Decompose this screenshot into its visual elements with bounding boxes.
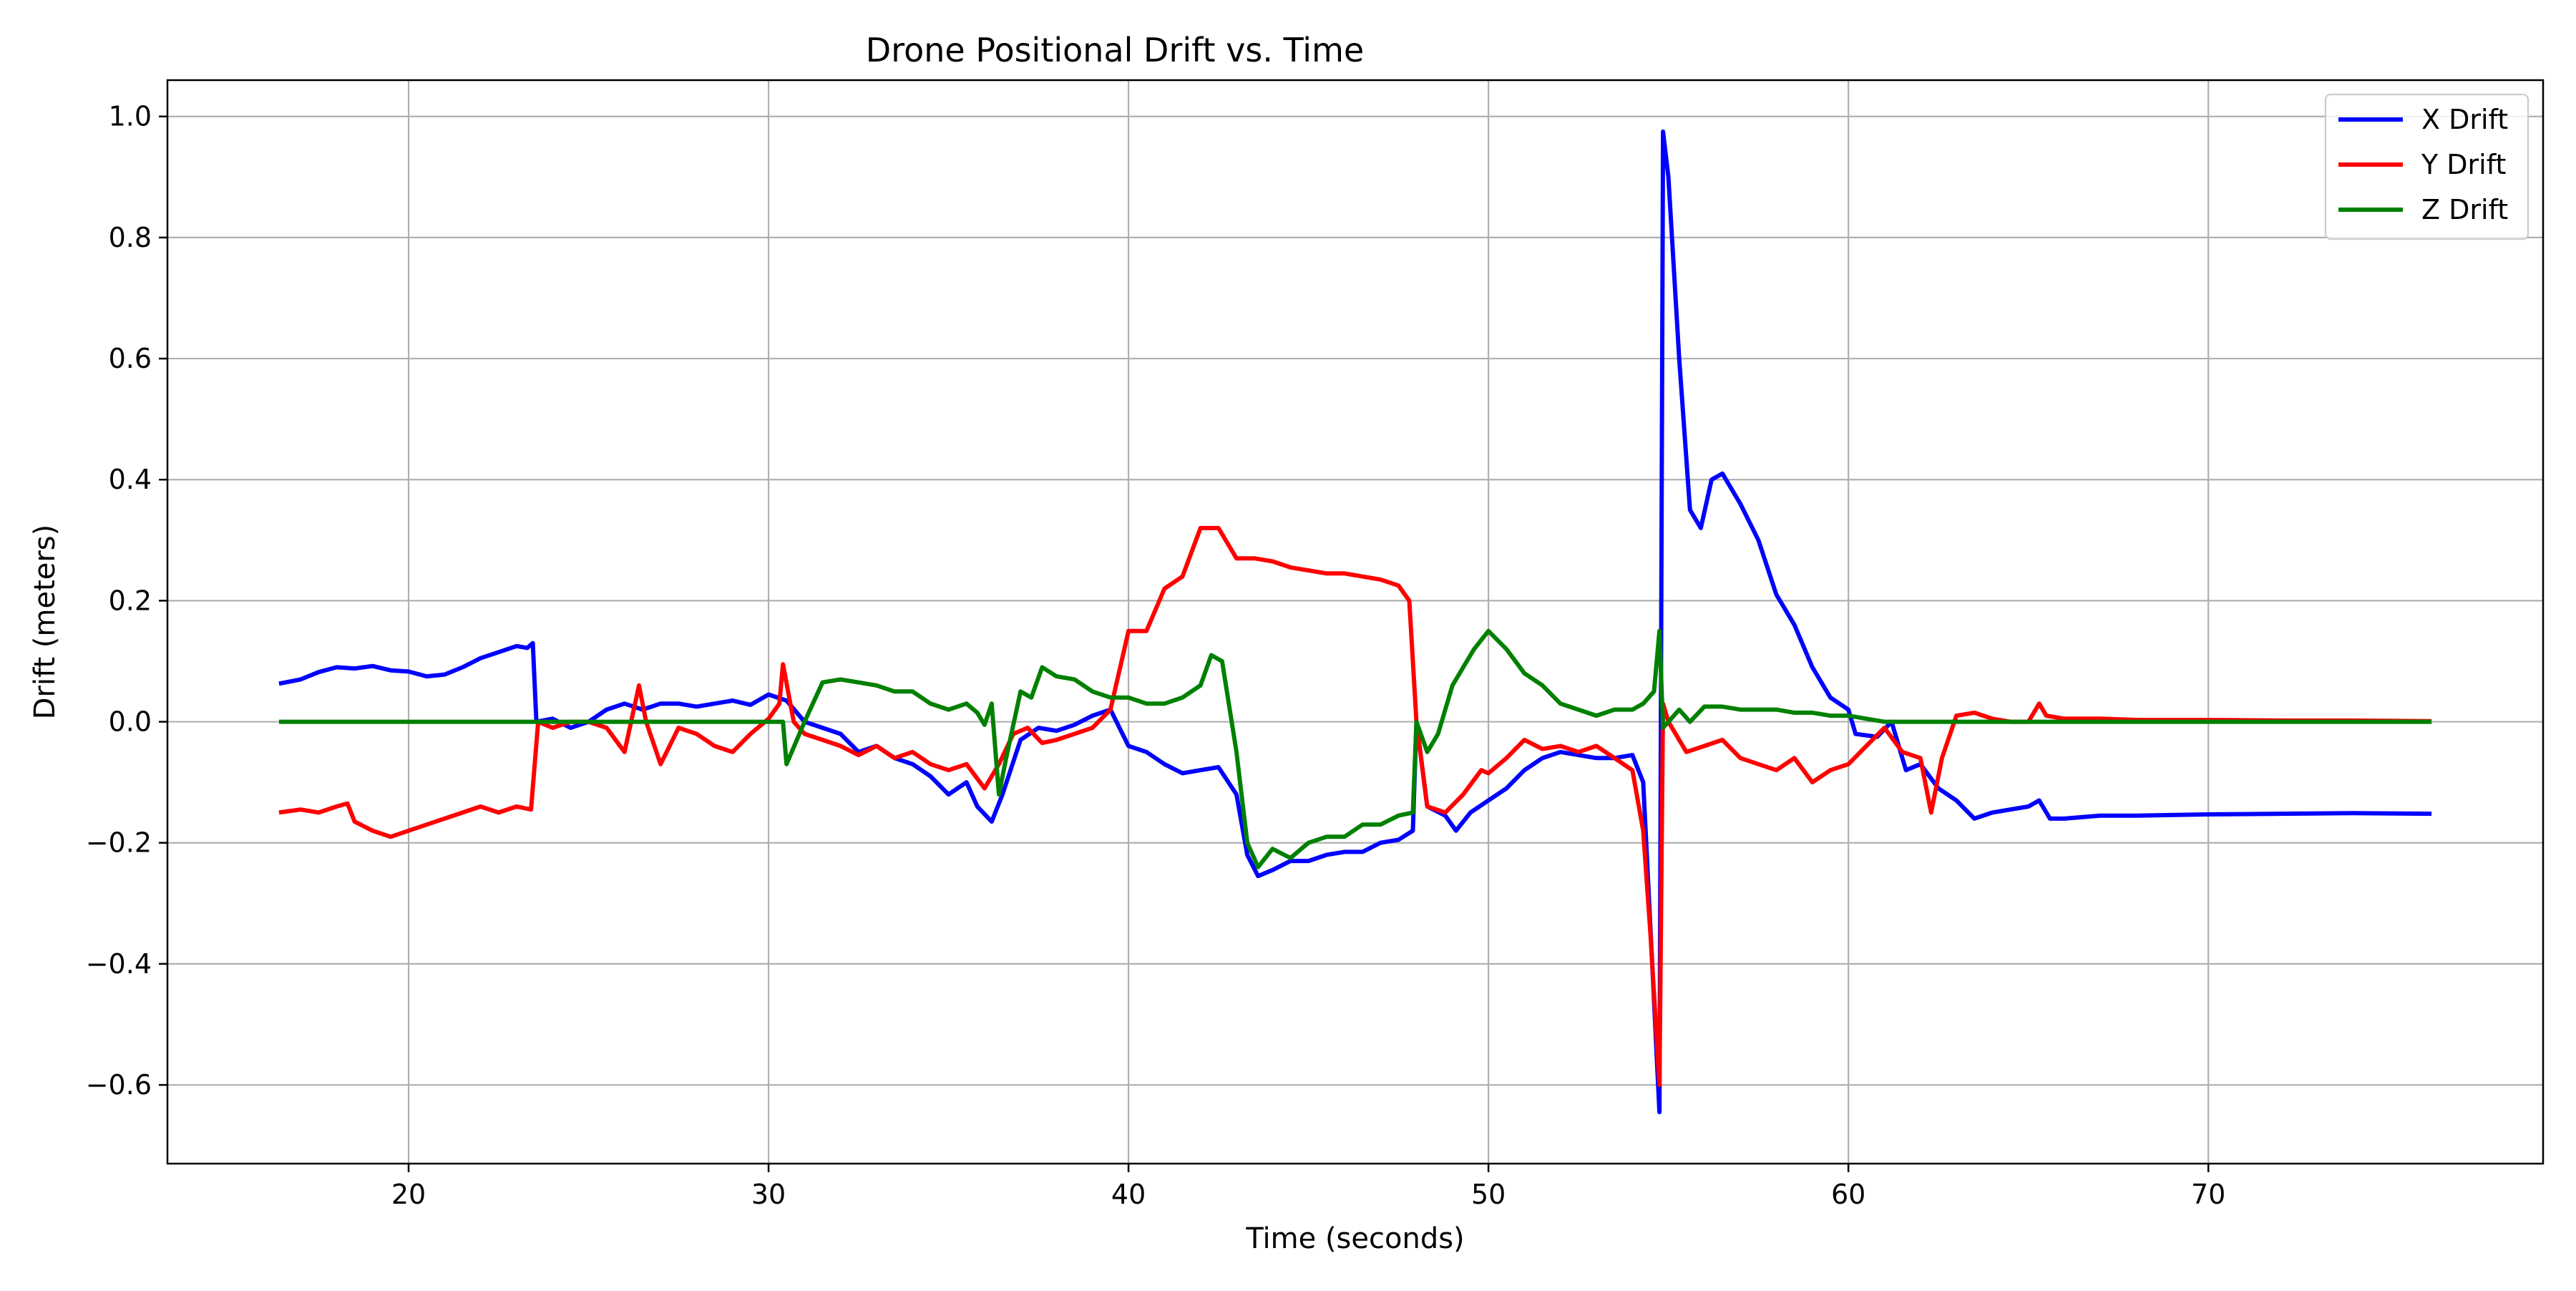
legend-box: [2324, 93, 2529, 240]
axis-ticks: 20 30 40 50 60 70 −0.6 −0.4 −0.2 0.0 0.2 0.4 0.6 0.8 1…: [86, 101, 2226, 1210]
x-axis-label: Time (seconds): [1245, 1222, 1464, 1255]
legend-label-y-drift: Y Drift: [2421, 149, 2506, 180]
x-tick-label: 40: [1111, 1179, 1146, 1210]
series-lines: [278, 129, 2432, 1115]
x-tick-label: 30: [751, 1179, 786, 1210]
plot-frame: [166, 79, 2545, 1165]
legend-label-z-drift: Z Drift: [2421, 194, 2508, 225]
y-tick-label: 1.0: [109, 101, 152, 132]
legend: X Drift Y Drift Z Drift: [2324, 93, 2529, 240]
chart-title: Drone Positional Drift vs. Time: [866, 31, 1364, 69]
y-tick-label: 0.4: [109, 464, 152, 495]
y-tick-label: −0.2: [86, 827, 152, 859]
x-tick-label: 70: [2191, 1179, 2225, 1210]
y-axis-label: Drift (meters): [29, 525, 62, 720]
series-line-y-drift: [278, 525, 2432, 1087]
x-tick-label: 20: [391, 1179, 426, 1210]
legend-label-x-drift: X Drift: [2421, 104, 2508, 135]
y-tick-label: 0.8: [109, 222, 152, 253]
x-tick-label: 60: [1831, 1179, 1865, 1210]
y-tick-label: 0.2: [109, 585, 152, 616]
y-tick-label: 0.0: [109, 706, 152, 738]
x-tick-label: 50: [1471, 1179, 1506, 1210]
series-line-z-drift: [278, 628, 2432, 869]
y-tick-label: 0.6: [109, 343, 152, 374]
y-tick-label: −0.6: [86, 1069, 152, 1101]
y-tick-label: −0.4: [86, 948, 152, 980]
